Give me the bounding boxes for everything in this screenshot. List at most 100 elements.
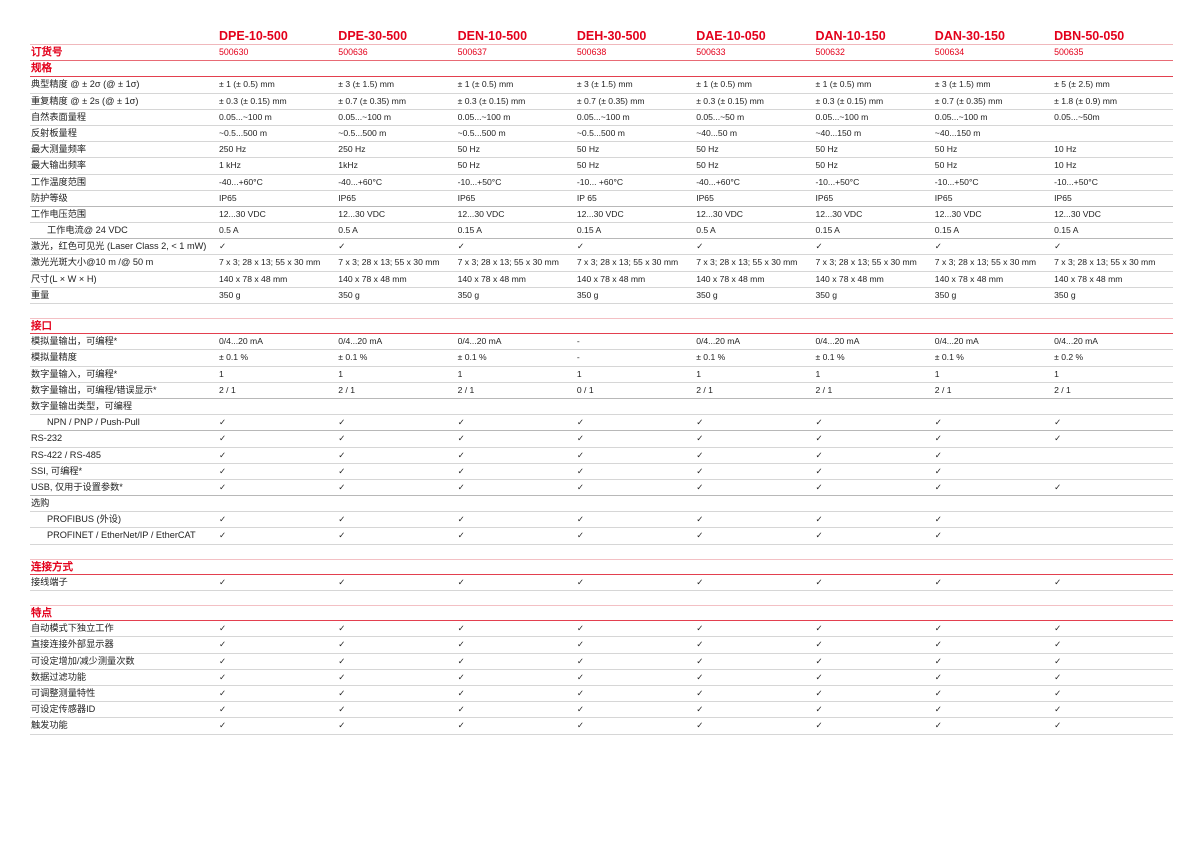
- table-row: 重量 350 g 350 g 350 g 350 g 350 g 350 g 350 g 350…: [30, 288, 1173, 304]
- value-cell: ± 1 (± 0.5) mm: [219, 79, 275, 90]
- table-row: 最大测量频率 250 Hz 250 Hz 50 Hz 50 Hz 50 Hz 50 Hz 50…: [30, 142, 1173, 159]
- value-cell: 500633: [696, 47, 726, 57]
- row-label: 最大测量频率: [31, 144, 87, 155]
- value-cell: ✓: [219, 465, 227, 476]
- value-cell: 12...30 VDC: [696, 208, 743, 219]
- value-cell: 1: [576, 368, 582, 379]
- value-cell: ✓: [219, 576, 227, 587]
- value-cell: ✓: [696, 481, 704, 492]
- value-cell: ✓: [338, 687, 346, 698]
- value-cell: IP65: [338, 192, 356, 203]
- row-label: 可设定传感器ID: [31, 704, 96, 715]
- table-row: 防护等级 IP65 IP65 IP65 IP 65 IP65 IP65 IP65 IP65: [30, 191, 1173, 207]
- value-cell: 1: [934, 368, 940, 379]
- value-cell: 1 kHz: [219, 160, 241, 171]
- value-cell: ✓: [576, 623, 585, 634]
- value-cell: ✓: [338, 433, 346, 444]
- value-cell: 50 Hz: [457, 160, 481, 171]
- value-cell: 2 / 1: [934, 384, 952, 395]
- value-cell: 10 Hz: [1054, 160, 1077, 171]
- value-cell: ± 1.8 (± 0.9) mm: [1054, 95, 1118, 106]
- table-row: PROFIBUS (外设) ✓ ✓ ✓ ✓ ✓ ✓ ✓: [30, 512, 1173, 529]
- value-cell: 1: [219, 368, 224, 379]
- value-cell: ✓: [576, 241, 585, 252]
- value-cell: 500634: [934, 47, 965, 57]
- value-cell: 12...30 VDC: [815, 208, 863, 219]
- value-cell: 250 Hz: [338, 144, 366, 155]
- section-title: 规格: [31, 62, 52, 75]
- value-cell: ✓: [219, 671, 227, 682]
- value-cell: ✓: [457, 481, 465, 492]
- value-cell: 2 / 1: [696, 384, 713, 395]
- value-cell: ✓: [576, 704, 585, 715]
- value-cell: ± 1 (± 0.5) mm: [457, 79, 514, 90]
- value-cell: ~0.5...500 m: [457, 127, 506, 138]
- value-cell: 500638: [576, 47, 607, 57]
- value-cell: ✓: [815, 449, 823, 460]
- value-cell: 140 x 78 x 48 mm: [1054, 273, 1123, 284]
- row-label: 激光光斑大小@10 m /@ 50 m: [31, 257, 154, 268]
- value-cell: ✓: [457, 704, 465, 715]
- value-cell: ✓: [219, 639, 227, 650]
- value-cell: ✓: [815, 639, 823, 650]
- value-cell: 2 / 1: [457, 384, 475, 395]
- value-cell: ✓: [934, 655, 942, 666]
- value-cell: ✓: [219, 481, 227, 492]
- value-cell: ± 0.1 %: [338, 352, 368, 363]
- value-cell: ± 0.2 %: [1054, 352, 1084, 363]
- value-cell: ✓: [219, 623, 227, 634]
- value-cell: 0.15 A: [576, 225, 602, 236]
- row-label: 工作温度范围: [31, 176, 87, 187]
- table-row: 触发功能 ✓ ✓ ✓ ✓ ✓ ✓ ✓ ✓: [30, 718, 1173, 735]
- spec-table: DPE-10-500 DPE-30-500 DEN-10-500 DEH-30-500…: [30, 28, 1173, 735]
- row-label: 反射板量程: [31, 127, 77, 138]
- value-cell: 12...30 VDC: [1054, 208, 1101, 219]
- value-cell: ✓: [338, 623, 346, 634]
- value-cell: ± 1 (± 0.5) mm: [815, 79, 872, 90]
- section-header: 规格: [30, 61, 1173, 78]
- value-cell: ~40...150 m: [934, 127, 981, 138]
- value-cell: 140 x 78 x 48 mm: [576, 273, 646, 284]
- value-cell: ✓: [1054, 687, 1062, 698]
- value-cell: ~40...150 m: [815, 127, 862, 138]
- value-cell: 50 Hz: [934, 160, 958, 171]
- value-cell: 1: [457, 368, 463, 379]
- value-cell: ✓: [338, 449, 346, 460]
- value-cell: -40...+60°C: [219, 176, 263, 187]
- spacer: [30, 591, 1173, 605]
- value-cell: 50 Hz: [696, 160, 719, 171]
- value-cell: ✓: [338, 655, 346, 666]
- value-cell: 1kHz: [338, 160, 358, 171]
- value-cell: ✓: [457, 514, 465, 525]
- value-cell: ✓: [696, 671, 704, 682]
- value-cell: ✓: [696, 530, 704, 541]
- value-cell: ✓: [576, 530, 585, 541]
- value-cell: ± 0.1 %: [457, 352, 487, 363]
- value-cell: 1: [1054, 368, 1059, 379]
- row-label: 自然表面量程: [31, 111, 87, 122]
- value-cell: 50 Hz: [934, 144, 958, 155]
- value-cell: ± 3 (± 1.5) mm: [934, 79, 991, 90]
- value-cell: 0/4...20 mA: [219, 336, 263, 347]
- value-cell: ✓: [457, 417, 465, 428]
- row-label: SSI, 可编程*: [31, 465, 83, 476]
- value-cell: 0.05...~100 m: [219, 111, 272, 122]
- value-cell: ✓: [934, 417, 942, 428]
- value-cell: ✓: [696, 417, 704, 428]
- value-cell: 500630: [219, 47, 249, 57]
- value-cell: 140 x 78 x 48 mm: [219, 273, 288, 284]
- value-cell: ~40...50 m: [696, 127, 738, 138]
- value-cell: ✓: [457, 433, 465, 444]
- value-cell: ✓: [457, 623, 465, 634]
- value-cell: ✓: [815, 623, 823, 634]
- table-row: NPN / PNP / Push-Pull ✓ ✓ ✓ ✓ ✓ ✓ ✓ ✓: [30, 415, 1173, 432]
- table-row: 反射板量程 ~0.5...500 m ~0.5...500 m ~0.5...5…: [30, 126, 1173, 143]
- row-label: 防护等级: [31, 192, 68, 203]
- row-label: 自动模式下独立工作: [31, 623, 114, 634]
- row-label: PROFIBUS (外设): [47, 514, 122, 525]
- value-cell: ✓: [934, 449, 942, 460]
- value-cell: ✓: [934, 514, 942, 525]
- value-cell: ✓: [815, 704, 823, 715]
- value-cell: ± 0.3 (± 0.15) mm: [815, 95, 884, 106]
- value-cell: ✓: [338, 639, 346, 650]
